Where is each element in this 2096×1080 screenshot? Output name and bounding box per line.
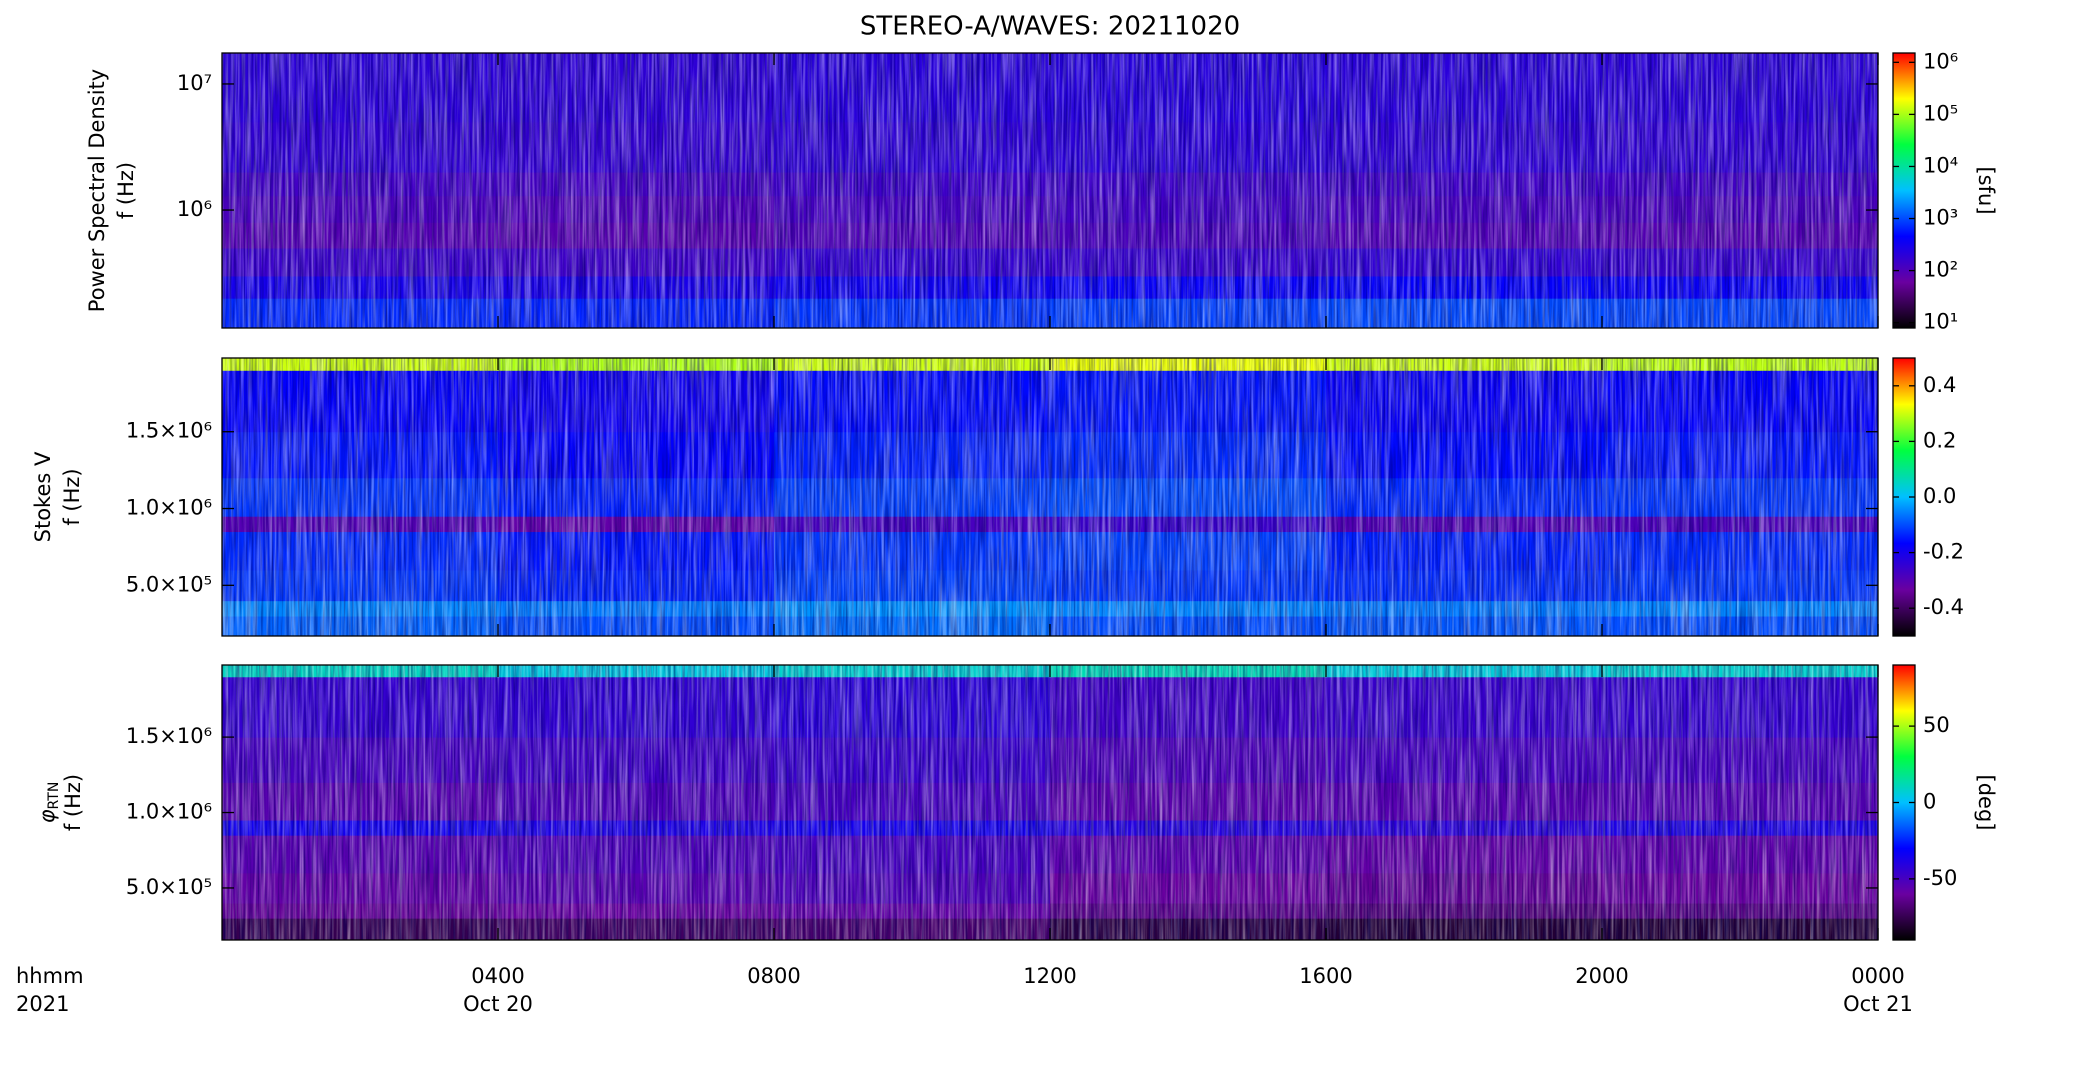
x-axis-label: 2021 [16, 992, 69, 1016]
y-axis-label: φRTN [35, 782, 62, 824]
y-axis-label: Power Spectral Density [85, 69, 109, 312]
colorbar-label: [deg] [1974, 775, 1998, 831]
texture [222, 665, 1878, 940]
x-tick-label: 1600 [1299, 964, 1352, 988]
y-tick-label: 1.5×10⁶ [126, 724, 212, 748]
y-tick-label: 1.0×10⁶ [126, 496, 212, 520]
y-tick-label: 10⁶ [177, 197, 212, 221]
y-axis-label: f (Hz) [114, 162, 138, 219]
colorbar-tick-label: -0.4 [1923, 595, 1964, 619]
y-label-subscript: RTN [46, 782, 62, 810]
y-tick-label: 5.0×10⁵ [126, 875, 212, 899]
x-tick-label: 0400 [471, 964, 524, 988]
chart-title: STEREO-A/WAVES: 20211020 [860, 12, 1240, 42]
y-tick-label: 5.0×10⁵ [126, 572, 212, 596]
colorbar-tick-label: 10³ [1923, 206, 1958, 230]
colorbar-tick-label: 50 [1923, 713, 1950, 737]
y-axis-label: f (Hz) [60, 468, 84, 525]
x-tick-label: 0800 [747, 964, 800, 988]
heatmap [222, 665, 1878, 940]
colorbar-tick-label: 10² [1923, 258, 1958, 282]
heatmap [222, 358, 1878, 636]
colorbar-tick-label: 10¹ [1923, 310, 1958, 334]
x-tick-label: 2000 [1575, 964, 1628, 988]
texture [222, 53, 1878, 328]
y-tick-label: 1.5×10⁶ [126, 419, 212, 443]
y-axis-label: Stokes V [31, 451, 55, 542]
colorbar-tick-label: 0.2 [1923, 428, 1956, 452]
texture [222, 358, 1878, 636]
colorbar-tick-label: 0 [1923, 790, 1936, 814]
colorbar-tick-label: 10⁵ [1923, 101, 1958, 125]
colorbar-label: [sfu] [1974, 166, 1998, 214]
x-axis-label: hhmm [16, 964, 84, 988]
colorbar [1892, 52, 1916, 329]
colorbar-tick-label: 0.0 [1923, 484, 1956, 508]
colorbar-tick-label: 0.4 [1923, 373, 1956, 397]
colorbar-tick-label: 10⁴ [1923, 153, 1958, 177]
y-label-symbol: φ [35, 809, 59, 823]
heatmap [222, 53, 1878, 328]
x-tick-sublabel: Oct 20 [463, 992, 533, 1016]
colorbar-tick-label: -0.2 [1923, 540, 1964, 564]
y-axis-label: f (Hz) [61, 774, 85, 831]
x-tick-label: 0000 [1851, 964, 1904, 988]
colorbar-tick-label: 10⁶ [1923, 49, 1958, 73]
x-tick-label: 1200 [1023, 964, 1076, 988]
y-tick-label: 1.0×10⁶ [126, 800, 212, 824]
colorbar-tick-label: -50 [1923, 866, 1957, 890]
y-tick-label: 10⁷ [177, 71, 212, 95]
x-tick-sublabel: Oct 21 [1843, 992, 1913, 1016]
